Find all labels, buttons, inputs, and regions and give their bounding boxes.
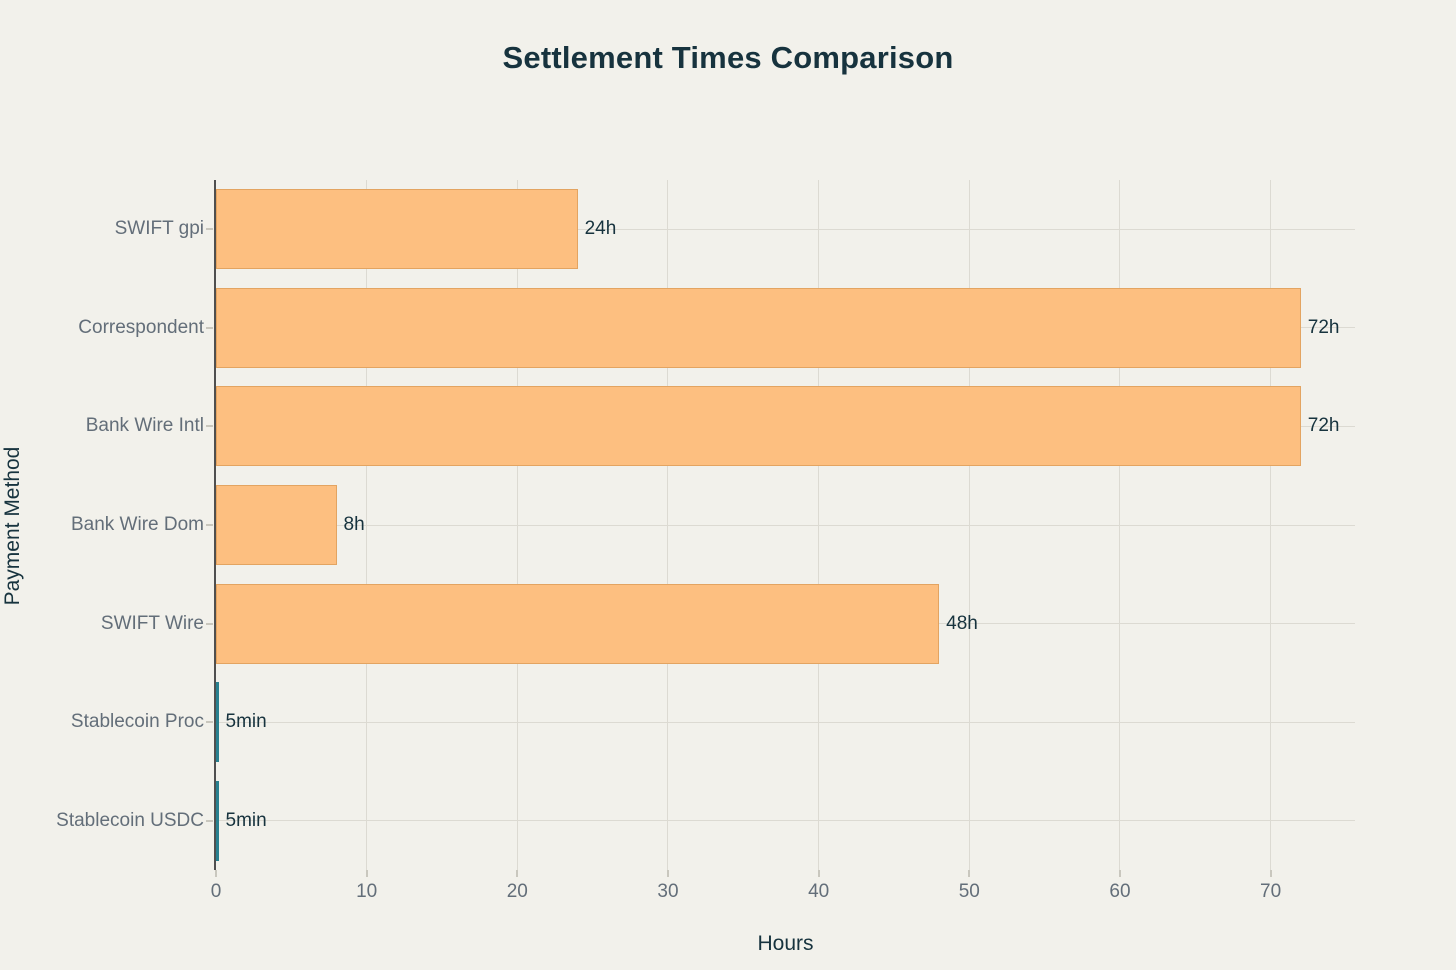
x-tick-label: 70: [1260, 881, 1282, 902]
bar-value-label: 24h: [584, 218, 617, 240]
bar-correspondent: [216, 287, 1301, 368]
x-tick-mark: [215, 870, 217, 877]
bar-bank-wire-dom: [216, 485, 337, 565]
y-tick-label: SWIFT gpi: [114, 218, 204, 240]
y-tick-label: SWIFT Wire: [100, 612, 204, 634]
y-tick-label: Stablecoin USDC: [56, 809, 204, 831]
y-tick-label: Correspondent: [78, 316, 204, 338]
y-tick-mark: [206, 622, 213, 625]
y-tick-mark: [206, 326, 213, 329]
y-tick-mark: [206, 524, 213, 526]
x-tick-label: 20: [506, 881, 528, 902]
x-tick-mark: [817, 870, 820, 877]
y-gridline: [216, 228, 1355, 230]
y-gridline: [216, 820, 1355, 822]
x-tick-label: 30: [657, 881, 679, 902]
bar-bank-wire-intl: [216, 386, 1301, 467]
bar-value-label: 8h: [343, 514, 365, 535]
y-tick-mark: [206, 721, 213, 724]
y-tick-mark: [206, 228, 213, 231]
bar-value-label: 48h: [946, 612, 978, 634]
x-tick-label: 50: [958, 881, 980, 902]
bar-value-label: 72h: [1307, 415, 1340, 437]
x-tick-mark: [968, 870, 971, 877]
x-axis-title: Hours: [757, 932, 814, 955]
y-axis-line: [214, 180, 216, 870]
x-tick-label: 40: [808, 881, 830, 902]
y-gridline: [216, 524, 1355, 526]
bar-value-label: 5min: [225, 711, 267, 733]
x-tick-mark: [666, 870, 669, 877]
bar-stablecoin-usdc: [216, 780, 219, 861]
x-tick-label: 0: [210, 881, 222, 902]
y-tick-label: Bank Wire Intl: [85, 415, 204, 437]
y-tick-mark: [206, 819, 213, 822]
x-tick-mark: [1118, 870, 1121, 877]
bar-value-label: 72h: [1307, 316, 1340, 338]
bar-value-label: 5min: [225, 809, 267, 831]
plot-area: [214, 180, 1355, 870]
x-tick-mark: [516, 870, 519, 877]
bar-stablecoin-proc: [216, 682, 219, 763]
y-gridline: [216, 721, 1355, 723]
chart-title: Settlement Times Comparison: [502, 40, 954, 75]
x-tick-label: 10: [356, 881, 378, 902]
bar-swift-gpi: [216, 189, 578, 270]
bar-swift-wire: [216, 583, 940, 664]
y-tick-mark: [206, 425, 213, 428]
x-tick-mark: [365, 870, 368, 877]
x-tick-label: 60: [1109, 881, 1131, 902]
y-tick-label: Bank Wire Dom: [70, 514, 204, 535]
x-tick-mark: [1269, 870, 1272, 877]
y-tick-label: Stablecoin Proc: [70, 711, 204, 733]
